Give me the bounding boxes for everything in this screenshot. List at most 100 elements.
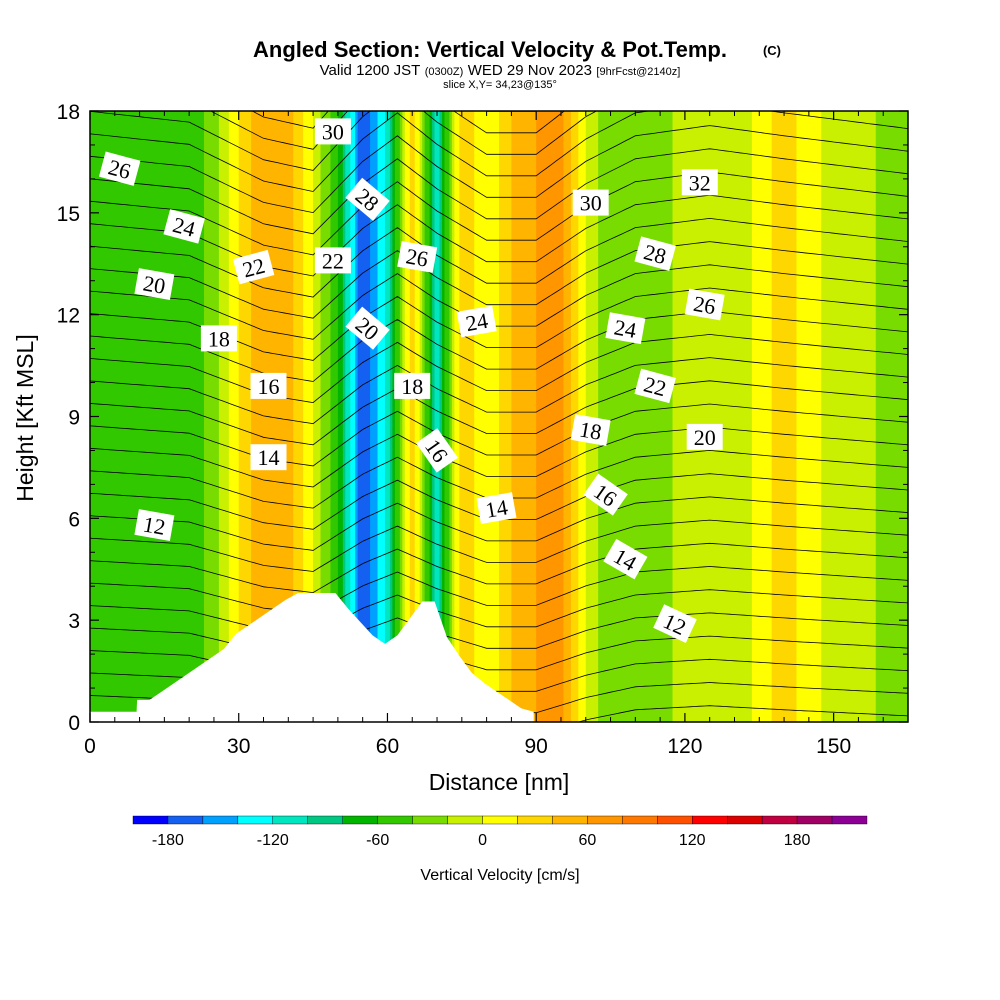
contour-label: 24: [612, 314, 638, 342]
velocity-cell: [278, 111, 282, 722]
velocity-cell: [199, 111, 203, 722]
velocity-cell: [273, 111, 277, 722]
contour-label: 18: [401, 374, 423, 399]
velocity-cell: [159, 111, 163, 722]
velocity-cell: [784, 111, 788, 722]
velocity-cell: [608, 111, 612, 722]
velocity-cell: [365, 111, 369, 722]
velocity-cell: [268, 111, 272, 722]
velocity-cell: [865, 111, 869, 722]
velocity-cell: [746, 111, 750, 722]
colorbar-swatch: [796, 815, 833, 825]
velocity-cell: [201, 111, 205, 722]
colorbar-swatch: [622, 815, 658, 825]
velocity-cell: [727, 111, 731, 722]
velocity-cell: [194, 111, 198, 722]
velocity-cell: [766, 111, 770, 722]
velocity-cell: [139, 111, 143, 722]
velocity-cell: [466, 111, 470, 722]
contour-label: 20: [694, 425, 716, 450]
velocity-cell: [506, 111, 510, 722]
velocity-cell: [677, 111, 681, 722]
velocity-cell: [107, 111, 111, 722]
velocity-cell: [645, 111, 649, 722]
velocity-cell: [831, 111, 835, 722]
contour-label-bg: [416, 428, 458, 473]
contour-label-group: 18: [394, 372, 431, 399]
velocity-cell: [689, 111, 693, 722]
velocity-cell: [739, 111, 743, 722]
velocity-cell: [303, 111, 307, 722]
velocity-cell: [600, 111, 604, 722]
velocity-cell: [811, 111, 815, 722]
velocity-cell: [640, 111, 644, 722]
contour-label-bg: [250, 372, 287, 399]
velocity-cell: [99, 111, 103, 722]
velocity-cell: [563, 111, 567, 722]
velocity-cell: [270, 111, 275, 722]
contour-label: 30: [580, 191, 602, 216]
velocity-cell: [858, 111, 862, 722]
contour-label-bg: [200, 325, 237, 352]
velocity-cell: [650, 111, 654, 722]
velocity-cell: [137, 111, 141, 722]
contour-label-group: 14: [476, 492, 517, 525]
velocity-cell: [256, 111, 260, 722]
y-tick-label: 3: [68, 610, 80, 633]
velocity-cell: [127, 111, 131, 722]
velocity-cell: [236, 111, 240, 722]
velocity-cell: [280, 111, 284, 722]
velocity-cell: [883, 111, 887, 722]
contour-label-group: 24: [163, 209, 205, 244]
contour-label-bg: [314, 247, 351, 274]
contour-label-bg: [345, 177, 390, 221]
y-tick-label: 12: [57, 305, 80, 328]
velocity-cell: [360, 111, 364, 722]
contour-label-group: 14: [250, 444, 287, 471]
isotherm-line: [90, 612, 908, 657]
colorbar-tick-label: 0: [478, 832, 487, 849]
velocity-cell: [637, 111, 641, 722]
isotherm-line: [90, 333, 908, 404]
velocity-cell: [551, 111, 555, 722]
contour-label-group: 24: [456, 305, 497, 338]
isotherm-line: [90, 148, 908, 235]
velocity-cell: [642, 111, 646, 722]
velocity-cell: [523, 111, 527, 722]
velocity-cell: [151, 111, 156, 722]
velocity-cell: [511, 111, 515, 722]
velocity-cell: [796, 111, 800, 722]
velocity-cell: [449, 111, 453, 722]
velocity-cell: [323, 111, 327, 722]
velocity-cell: [719, 111, 723, 722]
velocity-cell: [724, 111, 728, 722]
y-tick-label: 18: [57, 101, 80, 124]
x-tick-label: 90: [525, 735, 548, 758]
velocity-cell: [147, 111, 151, 722]
velocity-cell: [615, 111, 619, 722]
colorbar-swatch: [272, 815, 308, 825]
velocity-cell: [670, 111, 674, 722]
isotherm-line: [90, 566, 908, 615]
velocity-cell: [494, 111, 498, 722]
contour-label-bg: [681, 169, 718, 196]
chart-title: Angled Section: Vertical Velocity & Pot.…: [253, 37, 727, 62]
isotherm-line: [90, 111, 598, 171]
contour-label: 18: [208, 326, 230, 351]
velocity-cell: [513, 111, 517, 722]
velocity-cell: [769, 111, 773, 722]
velocity-cell: [798, 111, 803, 722]
velocity-cell: [409, 111, 413, 722]
velocity-cell: [189, 111, 193, 722]
colorbar-swatch: [831, 815, 868, 825]
contour-label: 22: [322, 248, 344, 273]
colorbar-swatch: [657, 815, 693, 825]
contour-label-group: 18: [200, 325, 237, 352]
velocity-cell: [531, 111, 535, 722]
velocity-cell: [672, 111, 676, 722]
velocity-cell: [679, 111, 684, 722]
velocity-cell: [501, 111, 505, 722]
velocity-cell: [553, 111, 557, 722]
contour-label-group: 20: [134, 268, 175, 301]
velocity-cell: [211, 111, 215, 722]
